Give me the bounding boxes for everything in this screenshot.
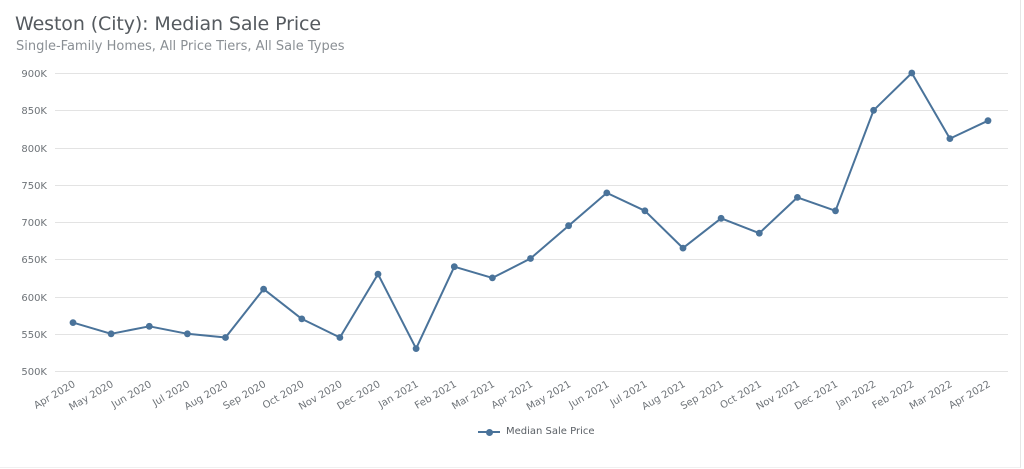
y-tick-label: 850K bbox=[21, 106, 47, 117]
data-point[interactable] bbox=[717, 214, 725, 222]
y-tick-label: 600K bbox=[21, 293, 47, 304]
data-point[interactable] bbox=[755, 229, 763, 237]
data-point[interactable] bbox=[946, 135, 954, 143]
y-tick-label: 900K bbox=[21, 69, 47, 80]
data-point[interactable] bbox=[69, 319, 77, 326]
x-tick-label: Jun 2020 bbox=[109, 379, 154, 411]
x-tick-label: Dec 2020 bbox=[335, 379, 382, 413]
legend-item-median-sale-price[interactable]: Median Sale Price bbox=[478, 426, 595, 437]
gridlines bbox=[55, 73, 1008, 372]
series-median-sale-price bbox=[69, 69, 992, 352]
data-point[interactable] bbox=[565, 222, 572, 230]
chart-subtitle: Single-Family Homes, All Price Tiers, Al… bbox=[16, 39, 345, 54]
y-tick-label: 650K bbox=[21, 255, 47, 266]
x-tick-label: Jun 2021 bbox=[567, 379, 612, 411]
x-tick-label: Mar 2021 bbox=[450, 379, 497, 412]
data-point[interactable] bbox=[832, 207, 839, 215]
data-point[interactable] bbox=[222, 334, 229, 341]
series-line bbox=[72, 72, 989, 350]
data-point[interactable] bbox=[450, 263, 458, 271]
x-tick-label: Aug 2020 bbox=[183, 379, 230, 413]
data-point[interactable] bbox=[870, 106, 877, 114]
x-tick-label: Jan 2021 bbox=[376, 379, 421, 411]
x-tick-label: Mar 2022 bbox=[908, 379, 955, 412]
data-point[interactable] bbox=[489, 274, 496, 282]
y-tick-label: 800K bbox=[21, 144, 47, 155]
chart-title: Weston (City): Median Sale Price bbox=[15, 13, 321, 35]
data-point[interactable] bbox=[908, 69, 916, 77]
data-point[interactable] bbox=[641, 207, 649, 215]
x-tick-label: Aug 2021 bbox=[640, 379, 687, 413]
x-tick-label: Apr 2022 bbox=[947, 379, 992, 411]
data-point[interactable] bbox=[984, 117, 992, 125]
data-point[interactable] bbox=[145, 322, 153, 330]
x-tick-label: Sep 2021 bbox=[679, 379, 726, 412]
data-point[interactable] bbox=[527, 255, 534, 262]
legend-label: Median Sale Price bbox=[506, 426, 595, 437]
data-point[interactable] bbox=[260, 285, 267, 293]
legend-line-marker-icon bbox=[478, 427, 500, 437]
data-point[interactable] bbox=[298, 315, 306, 323]
y-tick-label: 700K bbox=[21, 218, 47, 229]
data-point[interactable] bbox=[107, 330, 115, 338]
data-point[interactable] bbox=[374, 270, 382, 278]
x-tick-label: Jan 2022 bbox=[834, 379, 879, 411]
y-tick-label: 750K bbox=[21, 181, 47, 192]
data-point[interactable] bbox=[412, 345, 420, 352]
data-point[interactable] bbox=[603, 189, 611, 197]
data-point[interactable] bbox=[184, 330, 191, 338]
data-point[interactable] bbox=[794, 194, 801, 201]
x-tick-label: Sep 2020 bbox=[222, 379, 269, 412]
x-tick-label: Dec 2021 bbox=[793, 379, 840, 413]
y-axis: 500K 550K 600K 650K 700K 750K 800K 850K 900K bbox=[21, 69, 47, 378]
y-tick-label: 500K bbox=[21, 367, 47, 378]
data-point[interactable] bbox=[679, 244, 687, 252]
data-point[interactable] bbox=[336, 334, 344, 341]
y-tick-label: 550K bbox=[21, 330, 47, 341]
